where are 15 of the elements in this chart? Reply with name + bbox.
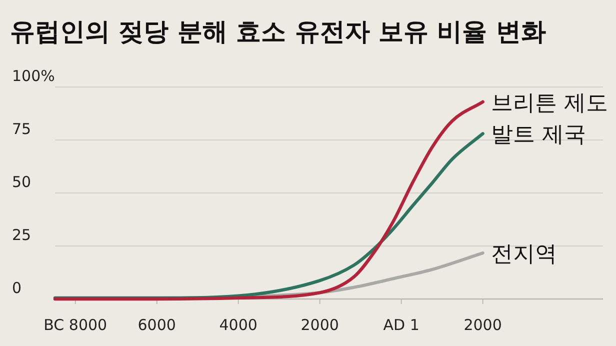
y-tick-label: 0 (12, 279, 22, 297)
series-label: 발트 제국 (490, 122, 586, 148)
y-tick-label: 75 (12, 120, 32, 138)
x-tick-label: BC 8000 (44, 316, 108, 334)
x-tick-label: 2000 (300, 316, 339, 334)
y-tick-label: 25 (12, 226, 32, 244)
y-tick-label: 100% (12, 67, 55, 85)
series-label: 전지역 (490, 242, 557, 267)
chart-title: 유럽인의 젖당 분해 효소 유전자 보유 비율 변화 (10, 17, 546, 46)
x-tick-label: 6000 (138, 316, 176, 334)
series-label: 브리튼 제도 (490, 90, 608, 116)
x-tick-label: 4000 (219, 316, 258, 334)
x-tick-label: AD 1 (383, 316, 420, 334)
x-tick-label: 2000 (464, 316, 502, 334)
y-tick-label: 50 (12, 173, 32, 191)
